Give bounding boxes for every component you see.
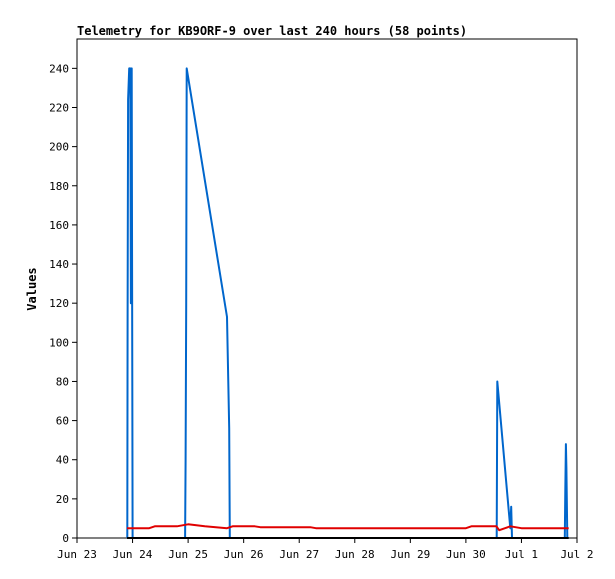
y-tick-label: 20 — [56, 493, 69, 506]
x-tick-label: Jun 28 — [335, 548, 375, 561]
x-tick-label: Jun 29 — [390, 548, 430, 561]
series-line-1 — [127, 523, 569, 532]
x-tick-label: Jun 23 — [57, 548, 97, 561]
x-tick-label: Jun 26 — [224, 548, 264, 561]
y-tick-label: 0 — [62, 532, 69, 545]
series-line-0 — [126, 67, 569, 539]
x-tick-label: Jun 24 — [113, 548, 153, 561]
y-tick-label: 160 — [49, 219, 69, 232]
x-tick-label: Jun 30 — [446, 548, 486, 561]
plot-area — [76, 38, 578, 539]
y-tick-label: 60 — [56, 415, 69, 428]
y-tick-label: 140 — [49, 258, 69, 271]
y-tick-label: 180 — [49, 180, 69, 193]
y-tick-label: 220 — [49, 101, 69, 114]
y-tick-label: 40 — [56, 454, 69, 467]
y-ticks: 0 20 40 60 80 100 120 140 160 180 200 220 240 — [49, 62, 77, 545]
x-ticks: Jun 23 Jun 24 Jun 25 Jun 26 Jun 27 Jun 28 Jun … — [57, 538, 594, 561]
x-tick-label: Jul 2 — [560, 548, 593, 561]
x-tick-label: Jun 25 — [168, 548, 208, 561]
x-tick-label: Jun 27 — [279, 548, 319, 561]
chart-title: Telemetry for KB9ORF-9 over last 240 hou… — [77, 24, 467, 38]
y-tick-label: 240 — [49, 62, 69, 75]
y-axis-label: Values — [25, 267, 39, 310]
y-tick-label: 100 — [49, 336, 69, 349]
y-tick-label: 200 — [49, 141, 69, 154]
y-tick-label: 120 — [49, 297, 69, 310]
y-tick-label: 80 — [56, 375, 69, 388]
series-group — [126, 67, 569, 539]
x-tick-label: Jul 1 — [505, 548, 538, 561]
